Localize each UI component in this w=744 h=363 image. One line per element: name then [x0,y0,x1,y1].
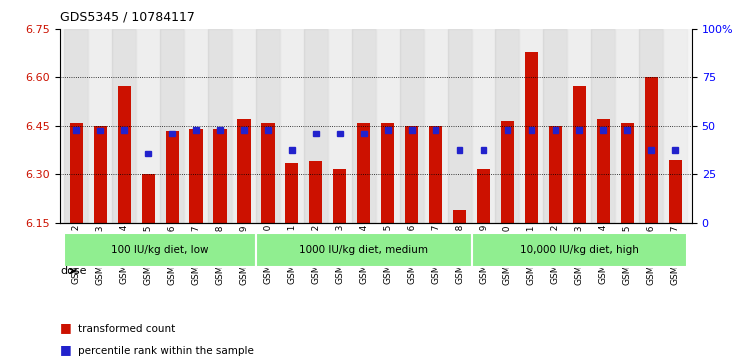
Text: ■: ■ [60,343,71,356]
Bar [64,29,89,223]
Bar [448,29,472,223]
Bar [543,29,568,223]
Bar [232,29,256,223]
Bar [285,163,298,223]
Bar [472,29,496,223]
Bar [160,29,184,223]
Bar [289,147,295,152]
Bar [669,160,682,223]
Bar [214,129,227,223]
Bar [648,147,654,152]
Bar [70,123,83,223]
Bar [118,86,131,223]
Bar [620,123,634,223]
Bar [261,123,275,223]
FancyBboxPatch shape [256,233,472,266]
FancyBboxPatch shape [64,233,256,266]
Bar [553,127,558,132]
Bar [376,29,400,223]
Bar [429,126,442,223]
Bar [597,119,610,223]
Bar [433,127,438,132]
Bar [408,127,414,132]
Bar [663,29,687,223]
Bar [615,29,639,223]
Bar [528,127,534,132]
Bar [145,151,151,156]
Bar [600,127,606,132]
Bar [94,126,107,223]
Bar [333,170,347,223]
Bar [169,131,175,136]
Bar [549,126,562,223]
Bar [385,127,391,132]
Bar [591,29,615,223]
Bar [193,127,199,132]
Bar [310,161,322,223]
Bar [501,121,514,223]
Bar [165,131,179,223]
Bar [457,147,463,152]
Bar [381,123,394,223]
Bar [519,29,543,223]
Bar [673,147,678,152]
FancyBboxPatch shape [472,233,687,266]
Bar [400,29,423,223]
Bar [136,29,160,223]
Bar [624,127,630,132]
Bar [97,128,103,133]
Text: ■: ■ [60,321,71,334]
Text: transformed count: transformed count [78,324,176,334]
Bar [481,147,487,152]
Bar [573,86,586,223]
Bar [423,29,448,223]
Bar [121,127,127,132]
Bar [208,29,232,223]
Text: 10,000 IU/kg diet, high: 10,000 IU/kg diet, high [520,245,639,255]
Text: 100 IU/kg diet, low: 100 IU/kg diet, low [112,245,209,255]
Bar [357,123,371,223]
Bar [237,119,251,223]
Bar [313,131,318,136]
Bar [256,29,280,223]
Text: 1000 IU/kg diet, medium: 1000 IU/kg diet, medium [299,245,429,255]
Bar [74,127,79,132]
Bar [352,29,376,223]
Bar [361,131,367,136]
Bar [328,29,352,223]
Text: dose: dose [61,266,87,276]
Bar [112,29,136,223]
Bar [184,29,208,223]
Bar [89,29,112,223]
Bar [280,29,304,223]
Bar [190,129,202,223]
Text: percentile rank within the sample: percentile rank within the sample [78,346,254,356]
Bar [265,127,271,132]
Bar [496,29,519,223]
Bar [504,127,510,132]
Bar [217,127,223,132]
Bar [304,29,328,223]
Bar [568,29,591,223]
Bar [405,126,418,223]
Bar [644,77,658,223]
Bar [241,127,247,132]
Bar [525,52,538,223]
Bar [577,127,583,132]
Bar [639,29,663,223]
Bar [477,170,490,223]
Bar [141,174,155,223]
Bar [337,131,343,136]
Bar [453,210,466,223]
Text: GDS5345 / 10784117: GDS5345 / 10784117 [60,11,194,24]
